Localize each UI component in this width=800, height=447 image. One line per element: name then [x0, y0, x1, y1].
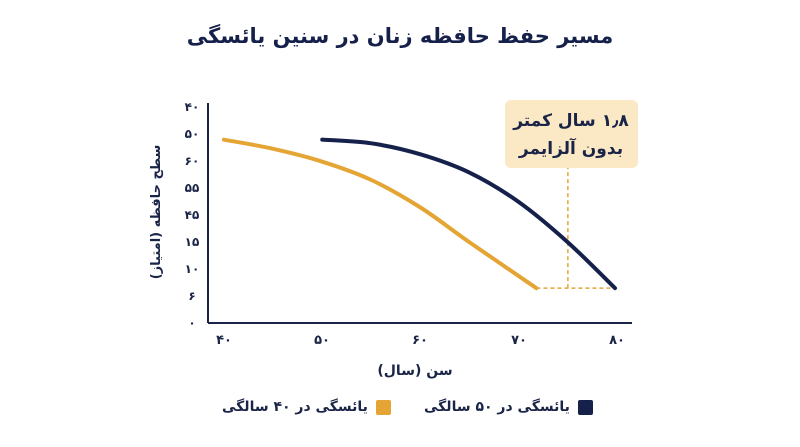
y-tick-label: ۱۰ — [185, 262, 200, 276]
legend-swatch-navy — [577, 399, 593, 415]
legend-label: یائسگی در ۴۰ سالگی — [222, 399, 368, 415]
x-tick-label: ۷۰ — [511, 333, 527, 348]
x-tick-label: ۵۰ — [314, 333, 330, 348]
annotation-text: ۱٫۸ سال کمتر — [512, 111, 629, 131]
x-tick-label: ۴۰ — [216, 333, 232, 348]
legend-item-menopause-40: یائسگی در ۴۰ سالگی — [222, 399, 391, 415]
series-line-menopause-40 — [222, 137, 539, 291]
chart-title: مسیر حفظ حافظه زنان در سنین یائسگی — [186, 24, 614, 48]
y-tick-label: ۵۰ — [185, 127, 200, 141]
y-tick-label: ۴۰ — [185, 100, 200, 114]
legend-item-menopause-50: یائسگی در ۵۰ سالگی — [424, 399, 593, 415]
series-lines — [222, 137, 618, 291]
annotation: ۱٫۸ سال کمتر بدون آلزایمر — [505, 100, 638, 289]
y-tick-label: ۱۵ — [185, 235, 200, 249]
series-line-menopause-50 — [320, 137, 618, 291]
annotation-box — [505, 100, 638, 168]
y-tick-label: ۶ — [188, 289, 195, 303]
y-tick-label: ۵۵ — [185, 181, 200, 195]
axes — [207, 103, 632, 324]
y-tick-labels: ۰ ۶ ۱۰ ۱۵ ۴۵ ۵۵ ۶۰ ۵۰ ۴۰ — [185, 100, 200, 330]
x-tick-label: ۶۰ — [412, 333, 428, 348]
legend: یائسگی در ۵۰ سالگی یائسگی در ۴۰ سالگی — [0, 399, 800, 423]
y-tick-label: ۶۰ — [185, 154, 200, 168]
x-axis-label: سن (سال) — [377, 363, 452, 379]
y-tick-label: ۴۵ — [185, 208, 200, 222]
y-tick-label: ۰ — [188, 316, 195, 330]
legend-label: یائسگی در ۵۰ سالگی — [424, 399, 570, 415]
y-axis-label: سطح حافظه (امتیاز) — [149, 145, 164, 280]
annotation-text: بدون آلزایمر — [518, 137, 623, 159]
legend-swatch-gold — [375, 399, 391, 415]
x-tick-label: ۸۰ — [609, 333, 625, 348]
x-tick-labels: ۴۰ ۵۰ ۶۰ ۷۰ ۸۰ — [216, 333, 625, 348]
